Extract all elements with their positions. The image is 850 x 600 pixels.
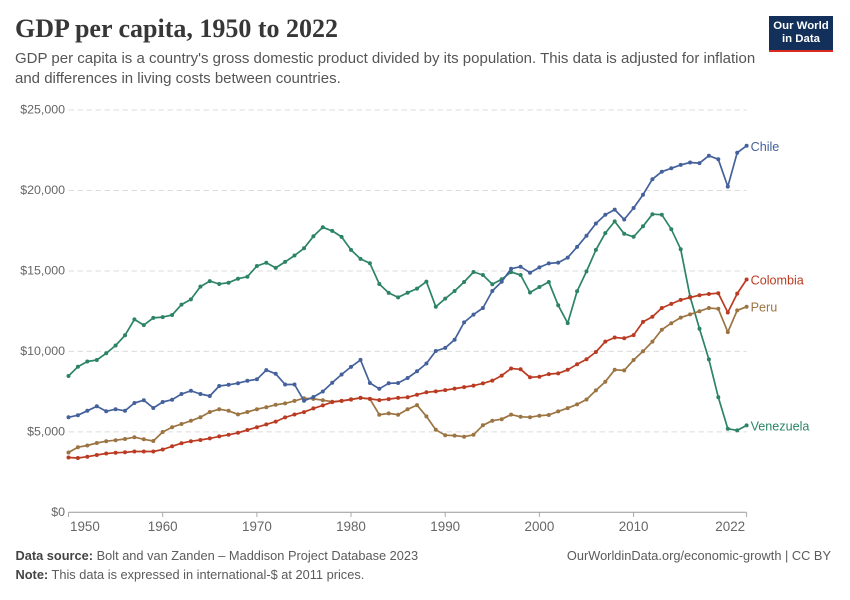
svg-text:1960: 1960 [148, 519, 178, 534]
svg-text:2000: 2000 [525, 519, 555, 534]
svg-text:Chile: Chile [751, 140, 780, 154]
svg-text:1980: 1980 [336, 519, 366, 534]
svg-text:$20,000: $20,000 [20, 183, 65, 197]
svg-text:2022: 2022 [715, 519, 745, 534]
svg-text:$10,000: $10,000 [20, 344, 65, 358]
svg-text:1990: 1990 [430, 519, 460, 534]
svg-text:$25,000: $25,000 [20, 103, 65, 117]
svg-text:Peru: Peru [751, 301, 778, 315]
svg-text:Venezuela: Venezuela [751, 419, 810, 433]
svg-text:$0: $0 [51, 505, 65, 519]
svg-text:1950: 1950 [70, 519, 100, 534]
svg-text:$5,000: $5,000 [27, 424, 65, 438]
svg-text:1970: 1970 [242, 519, 272, 534]
svg-text:$15,000: $15,000 [20, 264, 65, 278]
svg-text:Colombia: Colombia [751, 274, 804, 288]
svg-text:2010: 2010 [619, 519, 649, 534]
